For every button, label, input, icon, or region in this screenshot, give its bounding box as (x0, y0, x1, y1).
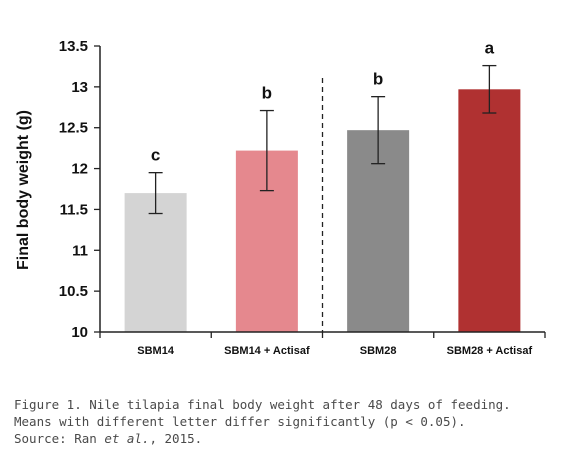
y-tick-label: 13 (71, 79, 88, 96)
bar (458, 89, 521, 333)
caption-source-suffix: , 2015. (149, 431, 203, 446)
y-tick-label: 12 (71, 161, 88, 178)
caption-source-italic: et al. (104, 431, 150, 446)
y-tick-label: 10.5 (59, 283, 88, 300)
bar (124, 193, 187, 332)
x-tick-label: SBM28 (360, 345, 397, 357)
error-bars-group (148, 64, 497, 215)
axes-group: SBM14 SBM14 + Actisaf SBM28 SBM28 + Actisaf… (59, 38, 546, 357)
significance-letter: b (262, 84, 272, 103)
significance-letter: a (485, 39, 495, 58)
caption-source-prefix: Source: Ran (14, 431, 105, 446)
significance-letters-group: c b b a (151, 39, 495, 165)
bar-chart: c b b a SBM14 SBM14 + Actisaf SBM28 SBM28 + Ac… (15, 38, 546, 357)
significance-letter: b (373, 70, 383, 89)
y-tick-label: 11.5 (60, 201, 88, 218)
x-tick-label: SBM14 (137, 345, 175, 357)
caption-line-3: Source: Ran et al., 2015. (14, 430, 554, 447)
y-tick-label: 11 (72, 242, 88, 259)
bars-group (124, 89, 521, 333)
x-tick-label: SBM28 + Actisaf (447, 345, 533, 357)
y-axis-label: Final body weight (g) (15, 110, 32, 270)
caption-line-1: Figure 1. Nile tilapia final body weight… (14, 397, 511, 412)
significance-letter: c (151, 146, 160, 165)
y-tick-label: 12.5 (59, 120, 88, 137)
y-tick-label: 13.5 (59, 38, 88, 55)
y-tick-label: 10 (71, 324, 88, 341)
figure-caption: Figure 1. Nile tilapia final body weight… (14, 396, 554, 447)
caption-line-2: Means with different letter differ signi… (14, 414, 466, 429)
x-tick-label: SBM14 + Actisaf (224, 345, 310, 357)
